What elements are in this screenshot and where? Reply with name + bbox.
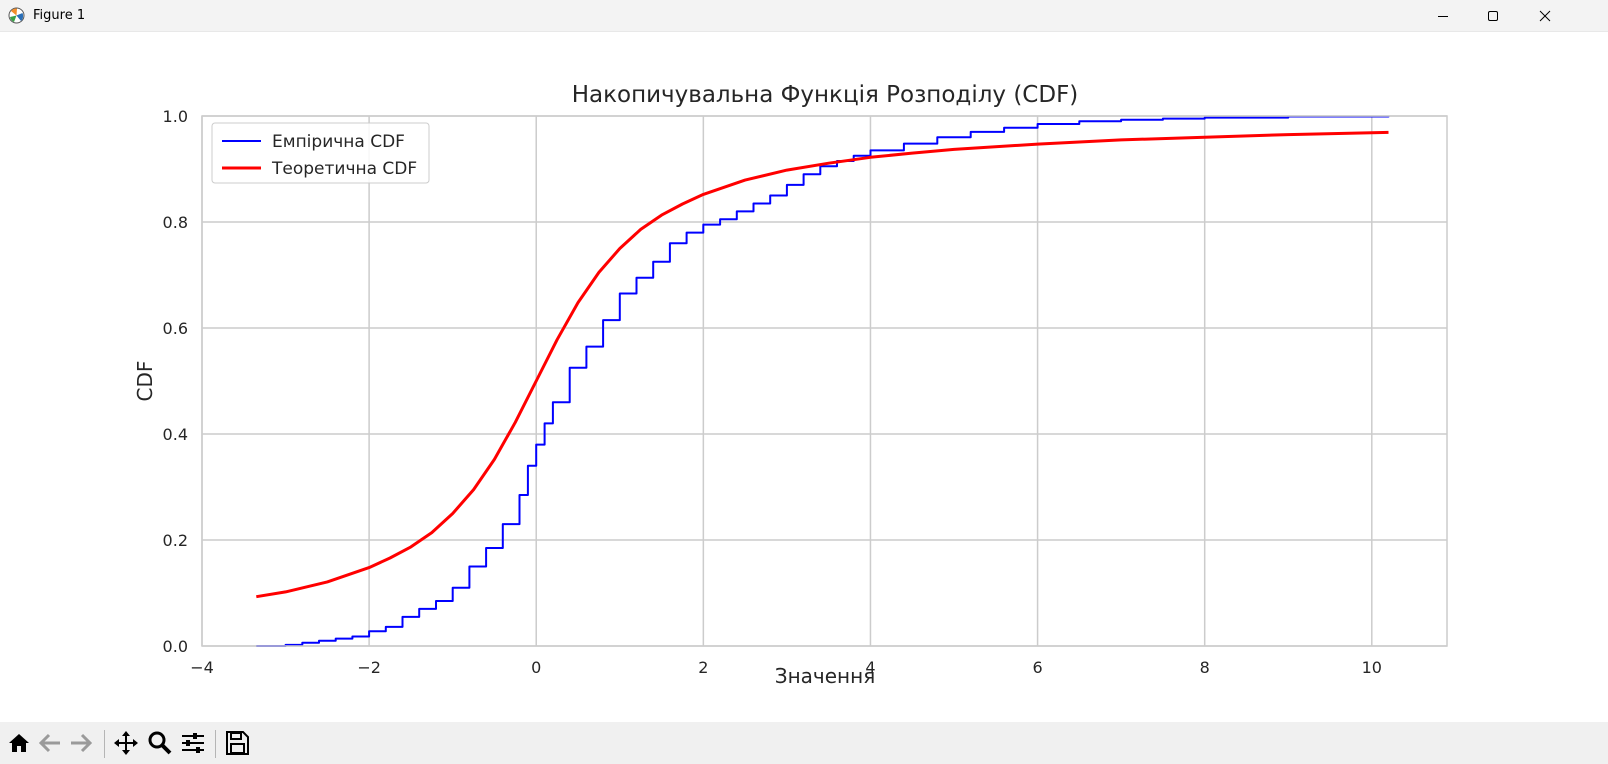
x-tick-label: 4 [865, 658, 875, 677]
maximize-button[interactable] [1470, 0, 1516, 32]
x-tick-label: 10 [1362, 658, 1382, 677]
x-tick-label: 2 [698, 658, 708, 677]
home-button[interactable] [6, 730, 32, 756]
forward-button[interactable] [68, 730, 94, 756]
y-tick-label: 1.0 [163, 107, 188, 126]
zoom-icon [148, 731, 172, 755]
window-title: Figure 1 [33, 8, 86, 23]
x-axis-label: Значення [775, 664, 875, 688]
navigation-toolbar [0, 722, 1608, 764]
window-titlebar: Figure 1 [0, 0, 1608, 32]
back-arrow-icon [38, 733, 60, 753]
y-tick-label: 0.4 [163, 425, 188, 444]
y-tick-label: 0.6 [163, 319, 188, 338]
legend-label-empirical: Емпірична CDF [272, 132, 405, 152]
x-tick-label: −4 [190, 658, 214, 677]
x-tick-label: −2 [357, 658, 381, 677]
home-icon [9, 734, 29, 752]
y-tick-label: 0.8 [163, 213, 188, 232]
y-tick-label: 0.0 [163, 637, 188, 656]
x-tick-label: 6 [1032, 658, 1042, 677]
save-icon [226, 731, 249, 755]
maximize-icon [1488, 11, 1498, 21]
forward-arrow-icon [71, 733, 93, 753]
pan-icon [114, 731, 138, 755]
x-tick-label: 0 [531, 658, 541, 677]
toolbar-separator [215, 730, 216, 758]
y-axis-label: CDF [133, 361, 157, 402]
minimize-button[interactable] [1420, 0, 1466, 32]
save-button[interactable] [224, 730, 250, 756]
legend-label-theoretical: Теоретична CDF [271, 159, 417, 179]
figure-canvas[interactable]: −4 −2 0 2 4 6 8 10 0.0 0.2 0.4 0.6 0.8 1.0 Накопичува… [0, 32, 1608, 722]
empirical-cdf-line [256, 115, 1390, 647]
y-tick-label: 0.2 [163, 531, 188, 550]
toolbar-separator [104, 730, 105, 758]
x-tick-label: 8 [1200, 658, 1210, 677]
back-button[interactable] [37, 730, 63, 756]
configure-subplots-icon [182, 733, 204, 753]
chart-title: Накопичувальна Функція Розподілу (CDF) [572, 82, 1079, 108]
minimize-icon [1438, 16, 1448, 17]
axes-frame [201, 115, 1448, 647]
pan-button[interactable] [113, 730, 139, 756]
close-icon [1539, 10, 1551, 22]
close-button[interactable] [1522, 0, 1568, 32]
legend: Емпірична CDF Теоретична CDF [211, 122, 430, 184]
cdf-chart: −4 −2 0 2 4 6 8 10 0.0 0.2 0.4 0.6 0.8 1.0 Накопичува… [133, 82, 1448, 688]
zoom-button[interactable] [147, 730, 173, 756]
theoretical-cdf-line [256, 130, 1389, 599]
legend-box [211, 122, 430, 184]
configure-subplots-button[interactable] [180, 730, 206, 756]
matplotlib-icon [8, 7, 25, 24]
